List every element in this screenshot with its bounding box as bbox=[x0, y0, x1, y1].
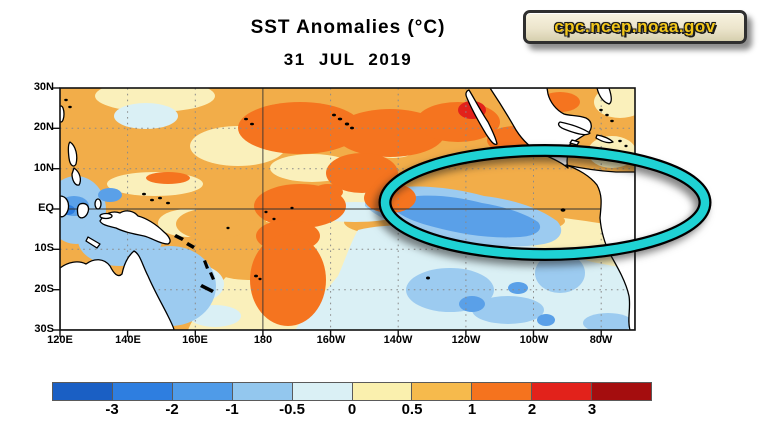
page-title: SST Anomalies (°C) bbox=[250, 17, 446, 38]
colorbar-cell bbox=[351, 382, 413, 401]
lon-label-80w: 80W bbox=[589, 334, 613, 346]
lon-label-120w: 120W bbox=[451, 334, 481, 346]
colorbar-label: -0.5 bbox=[279, 401, 305, 418]
colorbar bbox=[52, 382, 653, 401]
lat-label-eq: EQ bbox=[38, 202, 54, 214]
noaa-badge-text: cpc.ncep.noaa.gov bbox=[554, 17, 716, 36]
colorbar-cell bbox=[171, 382, 233, 401]
date-label: 31 JUL 2019 bbox=[283, 50, 413, 69]
noaa-badge: cpc.ncep.noaa.gov bbox=[523, 10, 747, 44]
colorbar-label: -2 bbox=[165, 401, 179, 418]
colorbar-cell bbox=[471, 382, 533, 401]
lat-label-20n: 20N bbox=[33, 121, 54, 133]
colorbar-cell bbox=[111, 382, 173, 401]
lat-label-20s: 20S bbox=[34, 283, 54, 295]
lon-label-120e: 120E bbox=[47, 334, 73, 346]
island-specks bbox=[64, 98, 632, 293]
colorbar-cell bbox=[531, 382, 593, 401]
colorbar-label: 3 bbox=[587, 401, 597, 418]
lat-label-30s: 30S bbox=[34, 323, 54, 335]
colorbar-label: 0.5 bbox=[401, 401, 423, 418]
colorbar-cell bbox=[52, 382, 113, 401]
colorbar-label: 2 bbox=[527, 401, 537, 418]
lon-label-160e: 160E bbox=[182, 334, 208, 346]
lon-label-160w: 160W bbox=[316, 334, 346, 346]
lon-label-140e: 140E bbox=[115, 334, 141, 346]
colorbar-cell bbox=[591, 382, 653, 401]
pacific-sst-map bbox=[53, 87, 636, 337]
lon-label-100w: 100W bbox=[519, 334, 549, 346]
colorbar-cell bbox=[291, 382, 353, 401]
lat-label-10n: 10N bbox=[33, 162, 54, 174]
lon-label-140w: 140W bbox=[383, 334, 413, 346]
lat-label-10s: 10S bbox=[34, 242, 54, 254]
colorbar-cell bbox=[411, 382, 473, 401]
colorbar-cell bbox=[231, 382, 293, 401]
axis-ticks bbox=[53, 87, 602, 337]
colorbar-labels: -3 -2 -1 -0.5 0 0.5 1 2 3 bbox=[52, 401, 652, 423]
colorbar-label: -1 bbox=[225, 401, 239, 418]
colorbar-label: 1 bbox=[467, 401, 477, 418]
colorbar-label: 0 bbox=[347, 401, 357, 418]
colorbar-label: -3 bbox=[105, 401, 119, 418]
lon-label-180: 180 bbox=[253, 334, 273, 346]
lat-label-30n: 30N bbox=[33, 81, 54, 93]
